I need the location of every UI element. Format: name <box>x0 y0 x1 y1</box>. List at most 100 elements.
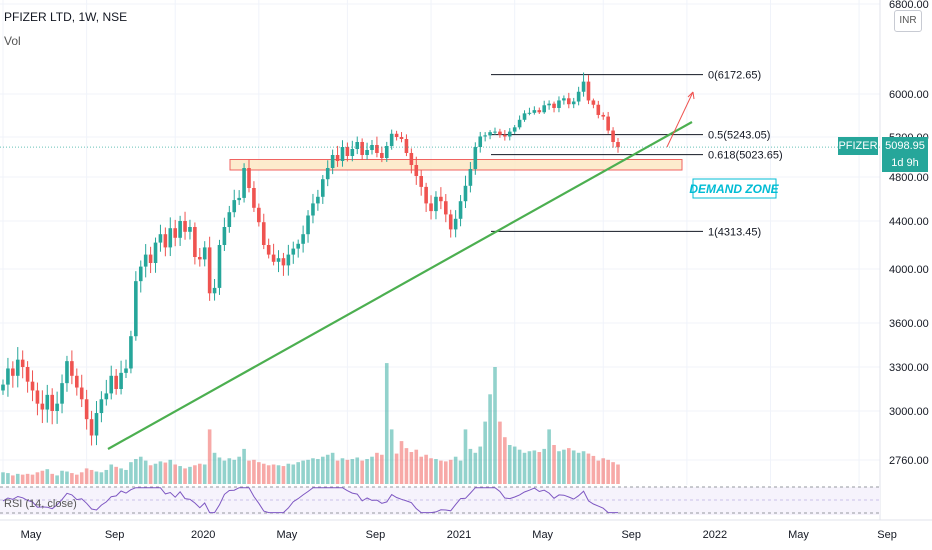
candle-body <box>30 381 35 391</box>
candle-body <box>25 367 30 382</box>
volume-bar <box>212 452 217 484</box>
volume-bar <box>601 458 606 484</box>
candle-body <box>547 103 551 106</box>
volume-bar <box>468 448 473 484</box>
candle-body <box>350 149 355 156</box>
volume-bar <box>345 459 350 484</box>
x-tick-label: May <box>21 529 42 541</box>
candle-body <box>89 419 94 436</box>
x-tick-label: May <box>788 529 809 541</box>
candle-body <box>606 116 610 131</box>
candle-body <box>75 375 79 388</box>
trend-line <box>107 121 693 450</box>
x-tick-label: May <box>276 529 297 541</box>
volume-bar <box>35 472 40 484</box>
volume-bar <box>143 460 148 484</box>
candle-body <box>434 196 438 212</box>
volume-bar <box>232 459 237 484</box>
volume-bar <box>25 473 30 484</box>
candle-body <box>173 228 177 238</box>
x-tick-label: 2022 <box>703 529 727 541</box>
volume-bar <box>291 464 296 484</box>
candle-body <box>207 247 212 294</box>
volume-bar <box>389 429 394 484</box>
candle-body <box>325 168 330 180</box>
volume-bar <box>271 464 276 484</box>
candle-body <box>35 390 40 404</box>
volume-bar <box>173 464 177 484</box>
candle-body <box>557 100 561 108</box>
volume-bar <box>547 429 551 484</box>
demand-zone-area: DEMAND ZONE <box>229 159 780 199</box>
candle-body <box>532 110 537 113</box>
demand-zone-label-box <box>692 178 777 199</box>
candle-body <box>148 254 153 263</box>
candle-body <box>517 119 522 128</box>
volume-bar <box>488 394 492 484</box>
candle-body <box>596 104 601 115</box>
volume-bar <box>409 452 414 484</box>
volume-bar <box>532 450 537 484</box>
volume-bar <box>384 363 389 484</box>
volume-bar <box>45 469 50 484</box>
candle-body <box>50 394 54 411</box>
candle-body <box>212 287 217 294</box>
candle-body <box>237 197 241 201</box>
volume-bar <box>276 465 281 484</box>
volume-bar <box>503 437 507 484</box>
candle-body <box>463 185 468 202</box>
candle-body <box>183 221 187 232</box>
volume-bar <box>138 456 143 484</box>
candle-body <box>188 227 192 232</box>
volume-bar <box>478 446 483 484</box>
volume-bar <box>188 466 192 484</box>
candle-body <box>507 131 512 137</box>
volume-bar <box>448 459 453 484</box>
candle-body <box>581 81 586 92</box>
volume-bar <box>11 475 15 484</box>
candle-body <box>276 258 281 262</box>
demand-zone-label: DEMAND ZONE <box>689 182 779 196</box>
volume-bar <box>60 470 64 484</box>
volume-bar <box>562 449 566 484</box>
candle-body <box>202 247 207 260</box>
demand-zone-rect <box>229 159 683 171</box>
volume-bar <box>316 459 320 484</box>
volume-bar <box>266 465 271 484</box>
candle-body <box>483 135 487 137</box>
volume-bar <box>335 460 340 484</box>
currency-button[interactable]: INR <box>894 10 922 32</box>
volume-bar <box>463 429 468 484</box>
y-tick-label: 2760.00 <box>889 455 929 467</box>
candle-body <box>138 266 143 282</box>
candle-body <box>419 176 423 187</box>
volume-bar <box>527 451 532 484</box>
y-tick-label: 4800.00 <box>889 172 929 184</box>
currency-label: INR <box>899 15 917 26</box>
fib-label: 0(6172.65) <box>708 70 761 82</box>
volume-bar <box>444 461 448 484</box>
candle-body <box>79 387 84 400</box>
x-tick-label: Sep <box>621 529 641 541</box>
candle-body <box>345 147 350 156</box>
candle-body <box>611 130 615 142</box>
rsi-band <box>0 487 880 515</box>
volume-bar <box>242 448 246 484</box>
volume-bar <box>473 452 478 484</box>
volume-bar <box>114 466 118 484</box>
volume-bar <box>129 462 133 484</box>
volume-bar <box>606 459 610 484</box>
volume-bar <box>79 472 84 484</box>
volume-bar <box>404 448 409 484</box>
volume-bars <box>1 363 620 484</box>
candle-body <box>60 383 64 404</box>
candle-body <box>542 105 546 113</box>
rsi-pane: RSI (14, close) <box>0 486 880 515</box>
volume-bar <box>325 454 330 484</box>
candle-body <box>439 196 443 202</box>
volume-bar <box>311 458 315 484</box>
candle-body <box>65 361 69 384</box>
candle-body <box>193 227 197 257</box>
candle-body <box>104 393 109 400</box>
